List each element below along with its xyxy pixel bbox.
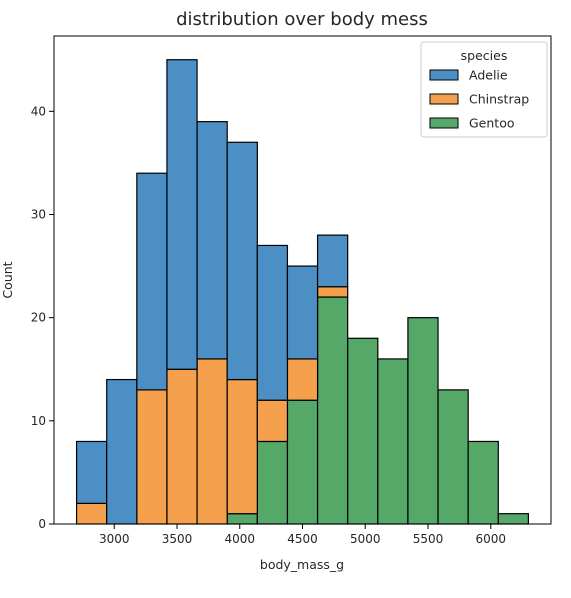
x-tick-label: 5000 <box>350 532 381 546</box>
bar-gentoo-7 <box>286 399 319 525</box>
legend-swatch-gentoo <box>429 117 459 129</box>
y-tick-label: 30 <box>31 207 46 221</box>
bar-chinstrap-7 <box>286 358 319 401</box>
bar-adelie-5 <box>226 141 258 381</box>
bar-gentoo-8 <box>316 296 349 525</box>
bar-adelie-7 <box>286 265 319 360</box>
legend-label-gentoo: Gentoo <box>469 116 515 131</box>
y-tick-label: 10 <box>31 414 46 428</box>
x-tick-label: 6000 <box>475 532 506 546</box>
bar-gentoo-11 <box>407 317 439 525</box>
bar-chinstrap-5 <box>226 378 258 515</box>
legend-swatch-adelie <box>429 69 459 81</box>
bar-chinstrap-4 <box>196 358 228 525</box>
x-tick-label: 4000 <box>224 532 255 546</box>
y-tick-label: 40 <box>31 104 46 118</box>
bar-chinstrap-0 <box>75 502 108 525</box>
legend-title: species <box>461 48 508 63</box>
x-tick-label: 3000 <box>99 532 130 546</box>
bar-gentoo-12 <box>437 389 469 525</box>
bar-gentoo-6 <box>256 440 289 525</box>
bar-gentoo-5 <box>226 513 258 525</box>
bar-chinstrap-6 <box>256 399 289 443</box>
bar-gentoo-10 <box>377 358 409 525</box>
bar-chinstrap-2 <box>136 389 168 525</box>
bar-adelie-2 <box>136 172 168 391</box>
x-tick-label: 5500 <box>413 532 444 546</box>
chart-title: distribution over body mess <box>176 9 428 30</box>
y-tick-label: 0 <box>38 517 46 531</box>
bar-adelie-0 <box>75 440 108 504</box>
bar-adelie-8 <box>316 234 349 288</box>
legend-label-adelie: Adelie <box>469 68 508 83</box>
legend: species Adelie Chinstrap Gentoo <box>420 41 548 138</box>
bar-adelie-4 <box>196 121 228 360</box>
x-axis-label: body_mass_g <box>260 557 344 572</box>
y-axis-label: Count <box>0 261 15 298</box>
legend-label-chinstrap: Chinstrap <box>469 92 529 107</box>
bar-chinstrap-3 <box>166 368 198 525</box>
bar-adelie-3 <box>166 59 198 370</box>
bar-gentoo-13 <box>467 440 499 525</box>
x-tick-label: 3500 <box>162 532 193 546</box>
bar-chinstrap-8 <box>316 286 349 298</box>
legend-box <box>420 41 548 138</box>
y-axis-ticks: 0 10 20 30 40 <box>31 104 54 531</box>
x-tick-label: 4500 <box>287 532 318 546</box>
bar-gentoo-14 <box>497 513 530 525</box>
legend-swatch-chinstrap <box>429 93 459 105</box>
bar-adelie-1 <box>106 378 138 525</box>
bar-adelie-6 <box>256 244 289 401</box>
bars-layer <box>75 59 530 525</box>
x-axis-ticks: 3000 3500 4000 4500 5000 5500 6000 <box>99 524 506 546</box>
y-tick-label: 20 <box>31 311 46 325</box>
bar-gentoo-9 <box>347 337 379 525</box>
